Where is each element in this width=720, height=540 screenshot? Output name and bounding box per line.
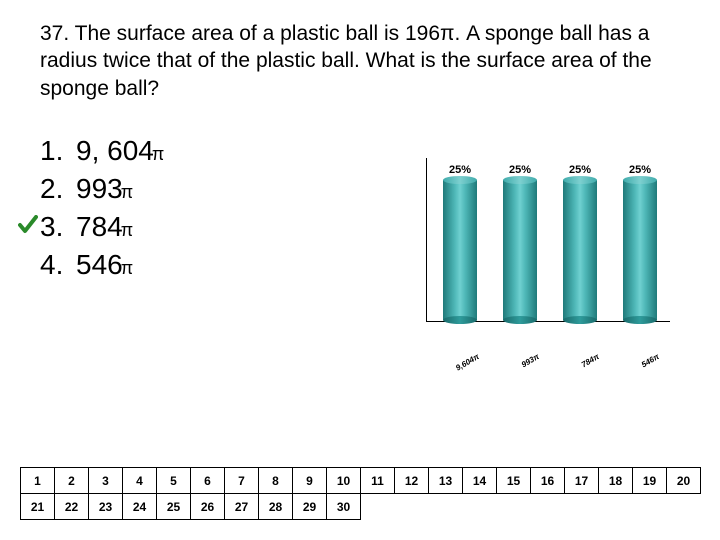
bar-shape	[443, 180, 477, 320]
chart-bars: 25% 25% 25% 25%	[430, 160, 670, 320]
answer-number: 3.	[40, 211, 76, 243]
bar-shape	[503, 180, 537, 320]
question-text: 37. The surface area of a plastic ball i…	[40, 20, 680, 102]
grid-cell[interactable]: 8	[259, 468, 293, 494]
grid-cell[interactable]: 12	[395, 468, 429, 494]
grid-cell[interactable]: 24	[123, 494, 157, 520]
bar-percent: 25%	[569, 164, 591, 176]
answer-3[interactable]: 3. 784π	[40, 211, 166, 243]
grid-cell[interactable]: 4	[123, 468, 157, 494]
grid-cell[interactable]: 27	[225, 494, 259, 520]
participant-grid: 1 2 3 4 5 6 7 8 9 10 11 12 13 14 15 16 1…	[20, 467, 701, 520]
grid-cell[interactable]: 28	[259, 494, 293, 520]
bar-percent: 25%	[509, 164, 531, 176]
grid-cell[interactable]: 2	[55, 468, 89, 494]
answer-list: 1. 9, 604π 2. 993π 3. 784π 4. 546π	[40, 135, 166, 287]
grid-cell[interactable]: 19	[633, 468, 667, 494]
chart-x-label: 993π	[502, 347, 550, 380]
grid-cell[interactable]: 7	[225, 468, 259, 494]
answer-4[interactable]: 4. 546π	[40, 249, 166, 281]
grid-cell[interactable]: 3	[89, 468, 123, 494]
grid-cell[interactable]: 17	[565, 468, 599, 494]
answer-value: 9, 604π	[76, 135, 166, 167]
answer-number: 2.	[40, 173, 76, 205]
bar-shape	[623, 180, 657, 320]
grid-row-1: 1 2 3 4 5 6 7 8 9 10 11 12 13 14 15 16 1…	[21, 468, 701, 494]
chart-y-axis	[426, 158, 427, 322]
grid-cell[interactable]: 21	[21, 494, 55, 520]
grid-cell[interactable]: 5	[157, 468, 191, 494]
bar-percent: 25%	[629, 164, 651, 176]
chart-x-label: 784π	[562, 347, 610, 380]
grid-cell[interactable]: 15	[497, 468, 531, 494]
grid-cell[interactable]: 9	[293, 468, 327, 494]
grid-cell[interactable]: 11	[361, 468, 395, 494]
grid-cell[interactable]: 20	[667, 468, 701, 494]
bar-percent: 25%	[449, 164, 471, 176]
grid-cell[interactable]: 30	[327, 494, 361, 520]
answer-1[interactable]: 1. 9, 604π	[40, 135, 166, 167]
grid-cell[interactable]: 18	[599, 468, 633, 494]
answer-value: 546π	[76, 249, 135, 281]
checkmark-icon	[18, 215, 38, 235]
bar-shape	[563, 180, 597, 320]
answer-number: 4.	[40, 249, 76, 281]
grid-cell[interactable]: 25	[157, 494, 191, 520]
grid-cell[interactable]: 13	[429, 468, 463, 494]
answer-value: 784π	[76, 211, 135, 243]
grid-cell[interactable]: 10	[327, 468, 361, 494]
chart-bar-1: 25%	[435, 164, 485, 320]
chart-x-labels: 9,604π 993π 784π 546π	[430, 347, 670, 356]
grid-cell[interactable]: 14	[463, 468, 497, 494]
grid-cell[interactable]: 26	[191, 494, 225, 520]
response-chart: 25% 25% 25% 25%	[400, 140, 680, 360]
grid-cell[interactable]: 1	[21, 468, 55, 494]
grid-row-2: 21 22 23 24 25 26 27 28 29 30	[21, 494, 701, 520]
grid-cell[interactable]: 16	[531, 468, 565, 494]
grid-cell[interactable]: 22	[55, 494, 89, 520]
answer-value: 993π	[76, 173, 135, 205]
chart-bar-3: 25%	[555, 164, 605, 320]
chart-bar-2: 25%	[495, 164, 545, 320]
chart-x-label: 546π	[622, 347, 670, 380]
chart-bar-4: 25%	[615, 164, 665, 320]
answer-number: 1.	[40, 135, 76, 167]
grid-cell[interactable]: 23	[89, 494, 123, 520]
grid-cell[interactable]: 6	[191, 468, 225, 494]
chart-x-label: 9,604π	[442, 347, 490, 380]
grid-cell[interactable]: 29	[293, 494, 327, 520]
answer-2[interactable]: 2. 993π	[40, 173, 166, 205]
